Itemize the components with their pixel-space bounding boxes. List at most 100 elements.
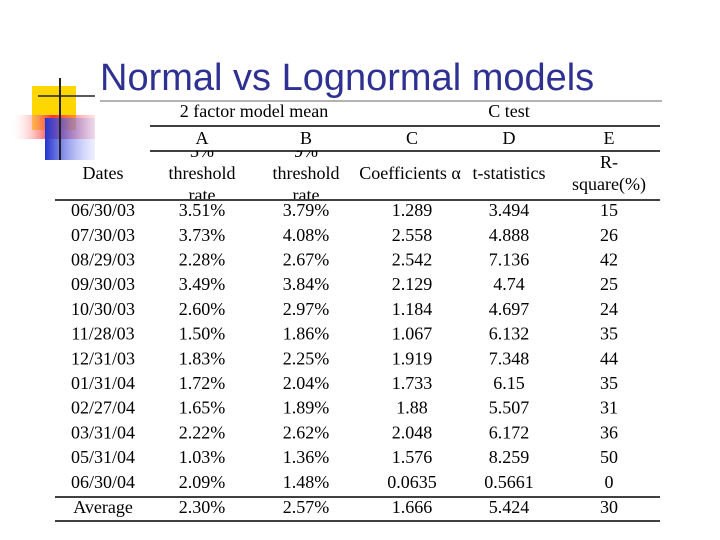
column-header: 9% <box>294 141 318 161</box>
column-letter: A <box>196 128 209 148</box>
cell: 24 <box>600 299 618 319</box>
cell: 2.60% <box>179 299 226 319</box>
cell: 36 <box>600 422 618 442</box>
cell: 1.03% <box>179 447 226 467</box>
cell: 12/31/03 <box>71 348 135 368</box>
cell: Average <box>73 497 133 517</box>
cell: 1.919 <box>392 348 433 368</box>
column-header: t-statistics <box>473 163 546 183</box>
cell: 2.97% <box>283 299 330 319</box>
column-header: rate <box>189 185 216 205</box>
cell: 44 <box>600 348 618 368</box>
column-header: 3% <box>190 141 214 161</box>
cell: 5.507 <box>489 398 530 418</box>
column-header: square(%) <box>572 174 646 195</box>
cell: 2.30% <box>179 497 226 517</box>
cell: 6.132 <box>489 324 530 344</box>
cell: 42 <box>600 250 618 270</box>
cell: 1.48% <box>283 472 330 492</box>
cell: 1.86% <box>283 324 330 344</box>
group-header: C test <box>488 101 530 121</box>
cell: 26 <box>600 225 618 245</box>
cell: 6.172 <box>489 422 530 442</box>
cell: 02/27/04 <box>71 398 135 418</box>
cell: 2.57% <box>283 497 330 517</box>
cell: 2.22% <box>179 422 226 442</box>
cell: 3.73% <box>179 225 226 245</box>
cell: 4.697 <box>489 299 530 319</box>
cell: 50 <box>600 447 618 467</box>
cell: 7.348 <box>489 348 530 368</box>
cell: 35 <box>600 324 618 344</box>
cell: 35 <box>600 373 618 393</box>
cell: 1.184 <box>392 299 433 319</box>
cell: 2.62% <box>283 422 330 442</box>
cell: 1.067 <box>392 324 433 344</box>
cell: 11/28/03 <box>71 324 134 344</box>
cell: 1.576 <box>392 447 433 467</box>
cell: 1.89% <box>283 398 330 418</box>
column-header: R- <box>600 152 618 172</box>
cell: 2.558 <box>392 225 433 245</box>
column-header: Dates <box>83 163 124 183</box>
cell: 01/31/04 <box>71 373 135 393</box>
cell: 1.289 <box>392 200 433 220</box>
header-row: Dates3%thresholdrate9%thresholdrateCoeff… <box>83 141 646 205</box>
cell: 2.048 <box>392 422 433 442</box>
cell: 30 <box>600 497 618 517</box>
cell: 07/30/03 <box>71 225 135 245</box>
slide-title: Normal vs Lognormal models <box>100 57 594 99</box>
cell: 08/29/03 <box>71 250 135 270</box>
column-letter: D <box>503 128 516 148</box>
cell: 25 <box>600 274 618 294</box>
cell: 0.0635 <box>387 472 437 492</box>
cell: 8.259 <box>489 447 530 467</box>
cell: 2.09% <box>179 472 226 492</box>
cell: 4.888 <box>489 225 530 245</box>
column-letter: C <box>406 128 418 148</box>
cell: 15 <box>600 200 618 220</box>
column-header: threshold <box>273 163 340 183</box>
cell: 1.88 <box>396 398 428 418</box>
column-letter: B <box>300 128 312 148</box>
cell: 7.136 <box>489 250 530 270</box>
cell: 0 <box>605 472 614 492</box>
cell: 6.15 <box>493 373 525 393</box>
cell: 3.84% <box>283 274 330 294</box>
cell: 31 <box>600 398 618 418</box>
cell: 1.83% <box>179 348 226 368</box>
cell: 3.51% <box>179 200 226 220</box>
cell: 1.65% <box>179 398 226 418</box>
column-letter: E <box>604 128 615 148</box>
cell: 1.733 <box>392 373 433 393</box>
cell: 03/31/04 <box>71 422 135 442</box>
cell: 1.50% <box>179 324 226 344</box>
cell: 4.74 <box>493 274 525 294</box>
cell: 0.5661 <box>484 472 534 492</box>
group-header: 2 factor model mean <box>180 101 328 121</box>
cell: 10/30/03 <box>71 299 135 319</box>
column-header: rate <box>293 185 320 205</box>
cell: 1.666 <box>392 497 433 517</box>
cell: 3.79% <box>283 200 330 220</box>
cell: 2.04% <box>283 373 330 393</box>
cell: 5.424 <box>489 497 530 517</box>
cell: 2.67% <box>283 250 330 270</box>
cell: 1.72% <box>179 373 226 393</box>
cell: 2.542 <box>392 250 433 270</box>
cell: 09/30/03 <box>71 274 135 294</box>
cell: 3.494 <box>489 200 530 220</box>
cell: 06/30/04 <box>71 472 135 492</box>
decor-blue <box>45 118 95 160</box>
cell: 3.49% <box>179 274 226 294</box>
cell: 2.28% <box>179 250 226 270</box>
cell: 1.36% <box>283 447 330 467</box>
column-header: threshold <box>169 163 236 183</box>
cell: 05/31/04 <box>71 447 135 467</box>
cell: 2.25% <box>283 348 330 368</box>
cell: 2.129 <box>392 274 433 294</box>
column-header: Coefficients α <box>359 163 461 183</box>
cell: 4.08% <box>283 225 330 245</box>
